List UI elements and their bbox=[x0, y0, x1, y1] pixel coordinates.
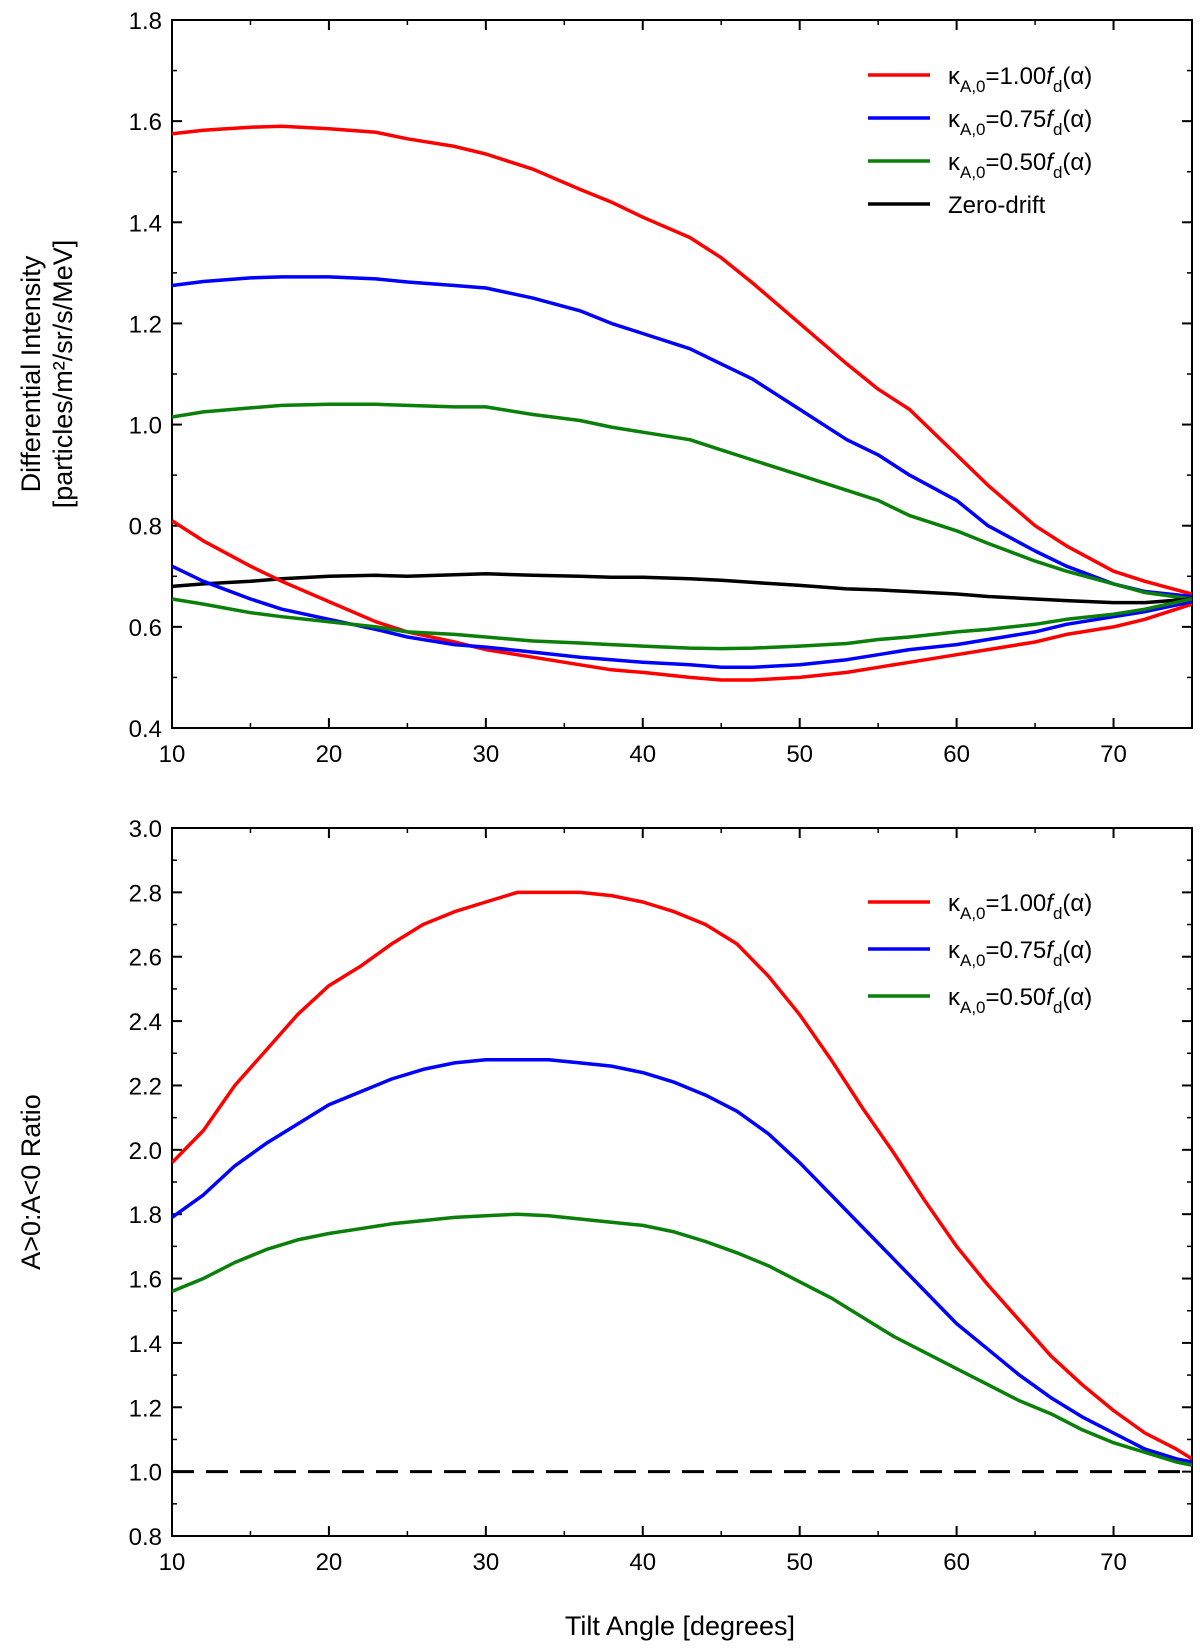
x-axis-label: Tilt Angle [degrees] bbox=[565, 1611, 795, 1641]
legend-kappa: κ bbox=[948, 106, 961, 133]
y-tick-label: 1.8 bbox=[129, 8, 162, 35]
series-line-1 bbox=[172, 275, 1192, 599]
legend-alpha: (α) bbox=[1062, 984, 1092, 1011]
legend-entry-0: κA,0=1.00fd(α) bbox=[948, 890, 1092, 923]
legend-value: =1.00 bbox=[986, 63, 1047, 90]
legend-f: f bbox=[1046, 63, 1055, 90]
legend-entry-2: κA,0=0.50fd(α) bbox=[948, 984, 1092, 1017]
legend-value: =0.50 bbox=[986, 984, 1047, 1011]
series-line-2 bbox=[172, 402, 1192, 601]
top-panel: 10 20 30 40 50 60 70 0.4 0.6 0.8 1.0 1.2 1.4 1.6 1.8 Di… bbox=[16, 8, 1193, 768]
y-tick-label: 2.0 bbox=[129, 1138, 162, 1165]
legend-f-subscript: d bbox=[1053, 904, 1062, 923]
legend-text: Zero-drift bbox=[948, 192, 1046, 219]
y-tick-label: 0.4 bbox=[129, 716, 162, 743]
legend-kappa-subscript: A,0 bbox=[960, 951, 986, 970]
legend-kappa: κ bbox=[948, 937, 961, 964]
legend-kappa-subscript: A,0 bbox=[960, 120, 986, 139]
legend-alpha: (α) bbox=[1062, 149, 1092, 176]
y-tick-label: 1.2 bbox=[129, 311, 162, 338]
y-tick-label: 1.6 bbox=[129, 1267, 162, 1294]
y-tick-label: 1.0 bbox=[129, 1460, 162, 1487]
legend-f: f bbox=[1046, 890, 1055, 917]
x-tick-label: 30 bbox=[472, 1549, 499, 1576]
series-line-0 bbox=[172, 890, 1192, 1461]
y-tick-label: 1.4 bbox=[129, 1331, 162, 1358]
x-tick-label: 70 bbox=[1100, 741, 1127, 768]
legend-entry-0: κA,0=1.00fd(α) bbox=[948, 63, 1092, 96]
legend-kappa-subscript: A,0 bbox=[960, 163, 986, 182]
y-tick-label: 1.6 bbox=[129, 109, 162, 136]
series-line-6 bbox=[172, 597, 1192, 651]
legend-value: =1.00 bbox=[986, 890, 1047, 917]
y-axis-label-line1: Differential Intensity bbox=[16, 255, 46, 492]
legend-value: =0.75 bbox=[986, 937, 1047, 964]
y-axis-label-line2: [particles/m²/sr/s/MeV] bbox=[48, 240, 78, 509]
legend-alpha: (α) bbox=[1062, 106, 1092, 133]
legend-entry-1: κA,0=0.75fd(α) bbox=[948, 106, 1092, 139]
legend-f-subscript: d bbox=[1053, 951, 1062, 970]
y-tick-label: 2.4 bbox=[129, 1009, 162, 1036]
y-tick-label: 2.8 bbox=[129, 880, 162, 907]
y-tick-label: 1.0 bbox=[129, 413, 162, 440]
series-line-2 bbox=[172, 1212, 1192, 1467]
y-tick-label: 2.6 bbox=[129, 945, 162, 972]
x-tick-label: 20 bbox=[316, 741, 343, 768]
x-tick-label: 40 bbox=[629, 1549, 656, 1576]
legend-kappa: κ bbox=[948, 984, 961, 1011]
y-tick-label: 1.8 bbox=[129, 1202, 162, 1229]
bottom-panel: 10 20 30 40 50 60 70 0.8 1.0 1.2 1.4 1.6 1.8 2.0 2.2 2.… bbox=[16, 816, 1193, 1576]
series-line-3 bbox=[172, 572, 1192, 605]
x-tick-label: 30 bbox=[472, 741, 499, 768]
legend-entry-2: κA,0=0.50fd(α) bbox=[948, 149, 1092, 182]
legend-alpha: (α) bbox=[1062, 890, 1092, 917]
legend-kappa: κ bbox=[948, 149, 961, 176]
legend-f-subscript: d bbox=[1053, 120, 1062, 139]
plot-frame bbox=[171, 827, 1193, 1537]
legend-kappa-subscript: A,0 bbox=[960, 998, 986, 1017]
legend-value: =0.50 bbox=[986, 149, 1047, 176]
series-line-5 bbox=[172, 564, 1192, 670]
y-tick-label: 3.0 bbox=[129, 816, 162, 843]
legend-alpha: (α) bbox=[1062, 63, 1092, 90]
legend-f: f bbox=[1046, 149, 1055, 176]
legend-f-subscript: d bbox=[1053, 163, 1062, 182]
legend-f: f bbox=[1046, 106, 1055, 133]
y-tick-label: 1.2 bbox=[129, 1395, 162, 1422]
y-tick-label: 2.2 bbox=[129, 1073, 162, 1100]
legend-f-subscript: d bbox=[1053, 998, 1062, 1017]
y-tick-label: 0.8 bbox=[129, 514, 162, 541]
x-tick-label: 70 bbox=[1100, 1549, 1127, 1576]
x-tick-label: 10 bbox=[159, 1549, 186, 1576]
y-axis-label: A>0:A<0 Ratio bbox=[16, 1094, 46, 1270]
series-line-4 bbox=[172, 519, 1192, 682]
legend-f: f bbox=[1046, 984, 1055, 1011]
series-line-0 bbox=[172, 124, 1192, 596]
x-tick-label: 20 bbox=[316, 1549, 343, 1576]
legend-kappa: κ bbox=[948, 890, 961, 917]
legend-kappa-subscript: A,0 bbox=[960, 904, 986, 923]
y-tick-label: 0.8 bbox=[129, 1524, 162, 1551]
legend-f: f bbox=[1046, 937, 1055, 964]
x-tick-label: 60 bbox=[943, 1549, 970, 1576]
legend-entry-3: Zero-drift bbox=[948, 192, 1046, 219]
y-tick-label: 0.6 bbox=[129, 615, 162, 642]
x-tick-label: 60 bbox=[943, 741, 970, 768]
x-tick-label: 40 bbox=[629, 741, 656, 768]
legend-kappa: κ bbox=[948, 63, 961, 90]
legend-kappa-subscript: A,0 bbox=[960, 77, 986, 96]
series-line-1 bbox=[172, 1057, 1192, 1464]
legend-alpha: (α) bbox=[1062, 937, 1092, 964]
x-tick-label: 50 bbox=[786, 1549, 813, 1576]
legend-value: =0.75 bbox=[986, 106, 1047, 133]
legend-f-subscript: d bbox=[1053, 77, 1062, 96]
y-tick-label: 1.4 bbox=[129, 210, 162, 237]
x-tick-label: 50 bbox=[786, 741, 813, 768]
x-tick-label: 10 bbox=[159, 741, 186, 768]
legend-entry-1: κA,0=0.75fd(α) bbox=[948, 937, 1092, 970]
